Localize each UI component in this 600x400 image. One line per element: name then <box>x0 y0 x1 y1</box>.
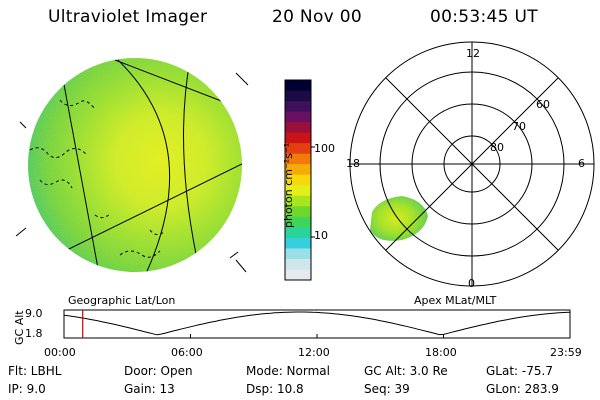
instrument-title: Ultraviolet Imager <box>48 7 208 27</box>
mlat-label-80: 80 <box>490 141 504 154</box>
colorbar-segment <box>285 101 311 113</box>
info-ip: IP: 9.0 <box>8 382 46 396</box>
colorbar-segment <box>285 206 311 218</box>
plot-frame <box>63 309 571 339</box>
x-tick-0600: 06:00 <box>171 346 203 359</box>
x-tick-1200: 12:00 <box>298 346 330 359</box>
colorbar-segment <box>285 185 311 197</box>
colorbar-tick-10: 10 <box>314 229 328 242</box>
mlt-label-6: 6 <box>578 157 585 170</box>
alt-tick-high: 9.0 <box>25 307 43 320</box>
time-label: 00:53:45 UT <box>430 7 538 27</box>
colorbar-segment <box>285 216 311 228</box>
colorbar-tick-100: 100 <box>314 142 335 155</box>
auroral-image <box>15 58 249 273</box>
info-flt: Flt: LBHL <box>8 364 62 378</box>
colorbar-segment <box>285 227 311 239</box>
colorbar-border <box>284 79 312 281</box>
colorbar-segment <box>285 122 311 134</box>
geographic-label: Geographic Lat/Lon <box>68 294 176 307</box>
colorbar-segment <box>285 143 311 155</box>
altitude-curve <box>63 311 571 336</box>
info-gc-alt: GC Alt: 3.0 Re <box>364 364 448 378</box>
mlt-label-12: 12 <box>466 47 480 60</box>
colorbar-unit-label: photon cm⁻²s⁻¹ <box>282 142 295 228</box>
info-mode: Mode: Normal <box>246 364 330 378</box>
intensity-colorbar <box>284 79 315 281</box>
x-tick-2359: 23:59 <box>550 346 582 359</box>
colorbar-segment <box>285 153 311 165</box>
apex-label: Apex MLat/MLT <box>414 294 497 307</box>
auroral-oval-projection <box>370 196 428 241</box>
x-tick-1800: 18:00 <box>425 346 457 359</box>
colorbar-segment <box>285 195 311 207</box>
mlt-label-0: 0 <box>468 277 475 290</box>
altitude-plot <box>63 309 571 339</box>
x-tick-0000: 00:00 <box>44 346 76 359</box>
mlat-label-60: 60 <box>536 98 550 111</box>
mlt-label-18: 18 <box>346 157 360 170</box>
colorbar-segment <box>285 258 311 270</box>
date-label: 20 Nov 00 <box>272 7 362 27</box>
colorbar-segment <box>285 237 311 249</box>
colorbar-segment <box>285 174 311 186</box>
colorbar-segment <box>285 164 311 176</box>
polar-plot <box>349 41 595 287</box>
info-seq: Seq: 39 <box>364 382 410 396</box>
colorbar-segment <box>285 90 311 102</box>
alt-tick-low: 1.8 <box>25 327 43 340</box>
info-glon: GLon: 283.9 <box>486 382 559 396</box>
info-glat: GLat: -75.7 <box>486 364 553 378</box>
mlat-label-70: 70 <box>512 120 526 133</box>
colorbar-segment <box>285 269 311 281</box>
info-door: Door: Open <box>124 364 193 378</box>
colorbar-segment <box>285 111 311 123</box>
colorbar-segment <box>285 248 311 260</box>
colorbar-segment <box>285 132 311 144</box>
colorbar-segment <box>285 80 311 92</box>
info-gain: Gain: 13 <box>124 382 175 396</box>
info-dsp: Dsp: 10.8 <box>246 382 304 396</box>
